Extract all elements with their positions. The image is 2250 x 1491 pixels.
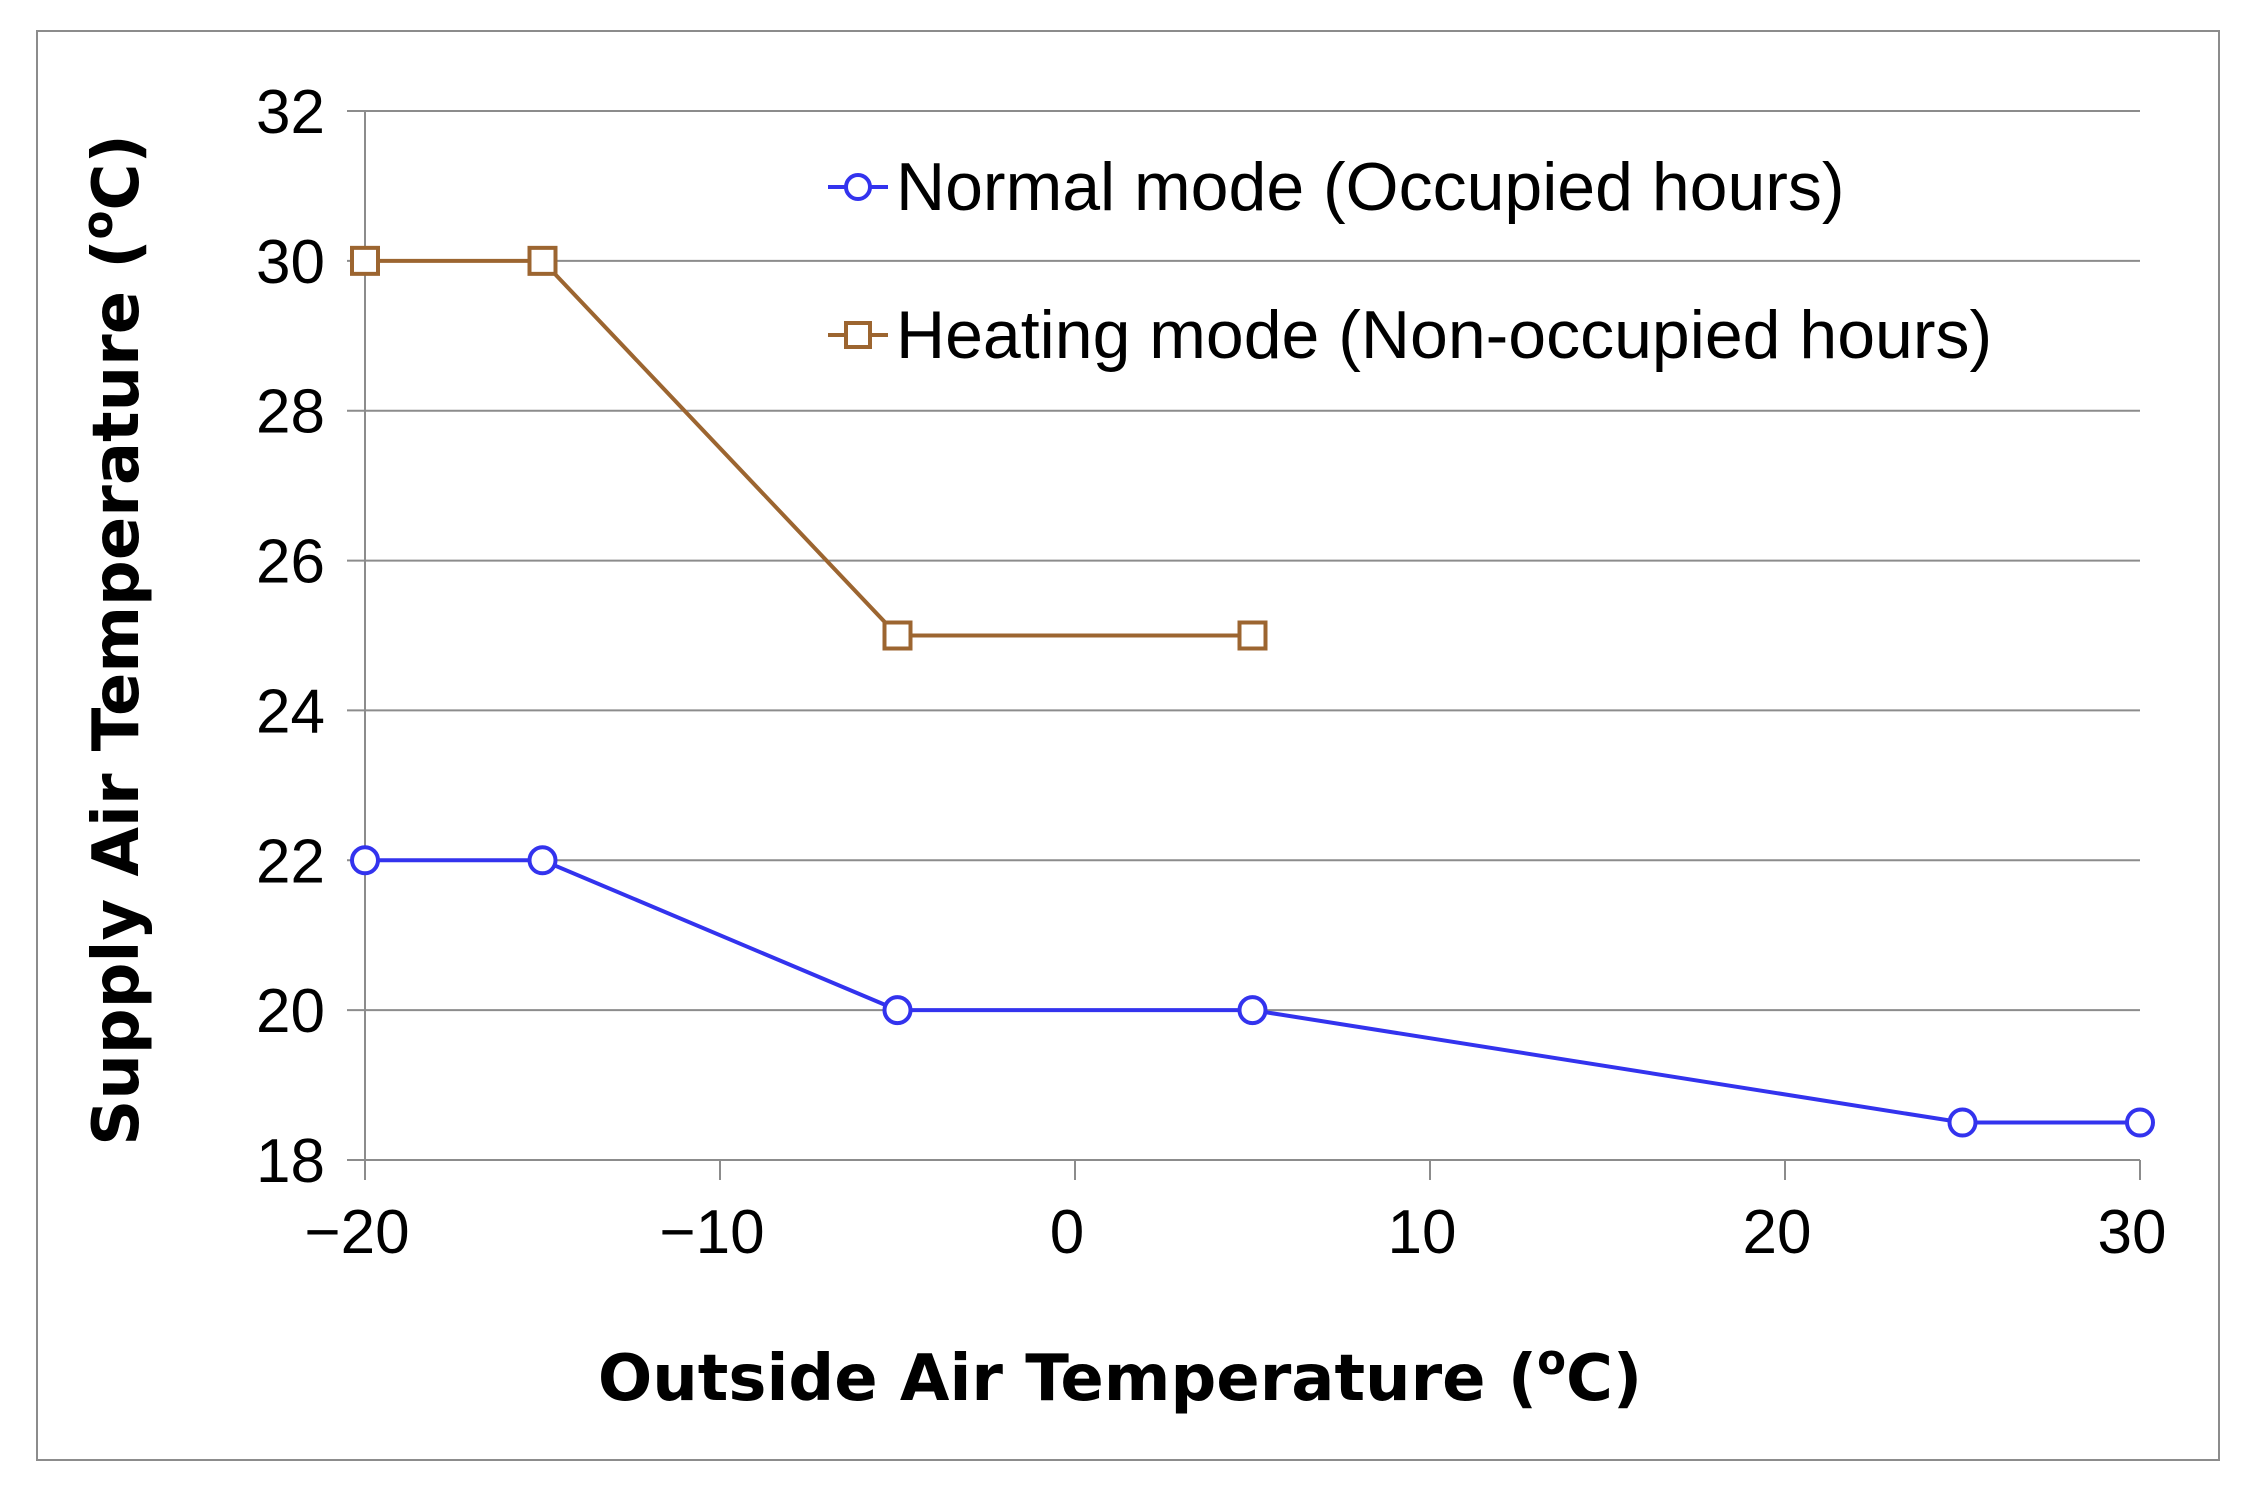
x-tick-label: 30 bbox=[2098, 1198, 2167, 1267]
data-point bbox=[527, 845, 558, 876]
data-point bbox=[1947, 1107, 1978, 1138]
legend: Normal mode (Occupied hours) Heating mod… bbox=[828, 149, 1992, 373]
x-tick-label: −20 bbox=[304, 1198, 409, 1267]
x-tick-label: 0 bbox=[1050, 1198, 1084, 1267]
data-point bbox=[882, 995, 913, 1026]
x-axis-title: Outside Air Temperature (oC) bbox=[598, 1335, 1642, 1416]
legend-item-heating[interactable]: Heating mode (Non-occupied hours) bbox=[828, 297, 1992, 373]
legend-item-normal[interactable]: Normal mode (Occupied hours) bbox=[828, 149, 1845, 225]
gridlines bbox=[365, 110, 2140, 1012]
x-tick-label: 10 bbox=[1388, 1198, 1457, 1267]
series-lines bbox=[365, 258, 2140, 1125]
legend-normal-label: Normal mode (Occupied hours) bbox=[896, 149, 1845, 225]
x-tick-label: −10 bbox=[659, 1198, 764, 1267]
data-point bbox=[527, 245, 558, 276]
y-tick-label: 28 bbox=[256, 378, 325, 447]
legend-heating-label: Heating mode (Non-occupied hours) bbox=[896, 297, 1992, 373]
series-line-0 bbox=[365, 858, 2140, 1125]
data-point bbox=[882, 620, 913, 651]
chart-frame bbox=[36, 30, 2220, 1461]
y-tick-label: 30 bbox=[256, 228, 325, 297]
legend-normal-marker bbox=[844, 173, 872, 201]
y-tick-label: 22 bbox=[256, 827, 325, 896]
data-point bbox=[350, 845, 380, 876]
y-tick-label: 24 bbox=[256, 677, 325, 746]
legend-heating-marker bbox=[844, 321, 872, 349]
data-point bbox=[350, 245, 380, 276]
series-markers bbox=[350, 245, 2155, 1138]
y-tick-label: 20 bbox=[256, 977, 325, 1046]
data-point bbox=[1237, 620, 1268, 651]
y-tick-label: 26 bbox=[256, 528, 325, 597]
series-line-1 bbox=[365, 258, 1253, 638]
axes: 18 20 22 24 26 28 30 32 −20 −10 0 10 20 30 bbox=[256, 78, 2166, 1267]
y-tick-label: 18 bbox=[256, 1127, 325, 1196]
data-point bbox=[2125, 1107, 2155, 1138]
x-tick-label: 20 bbox=[1743, 1198, 1812, 1267]
y-tick-label: 32 bbox=[256, 78, 325, 147]
data-point bbox=[1237, 995, 1268, 1026]
y-axis-title: Supply Air Temperature (oC) bbox=[73, 134, 154, 1145]
